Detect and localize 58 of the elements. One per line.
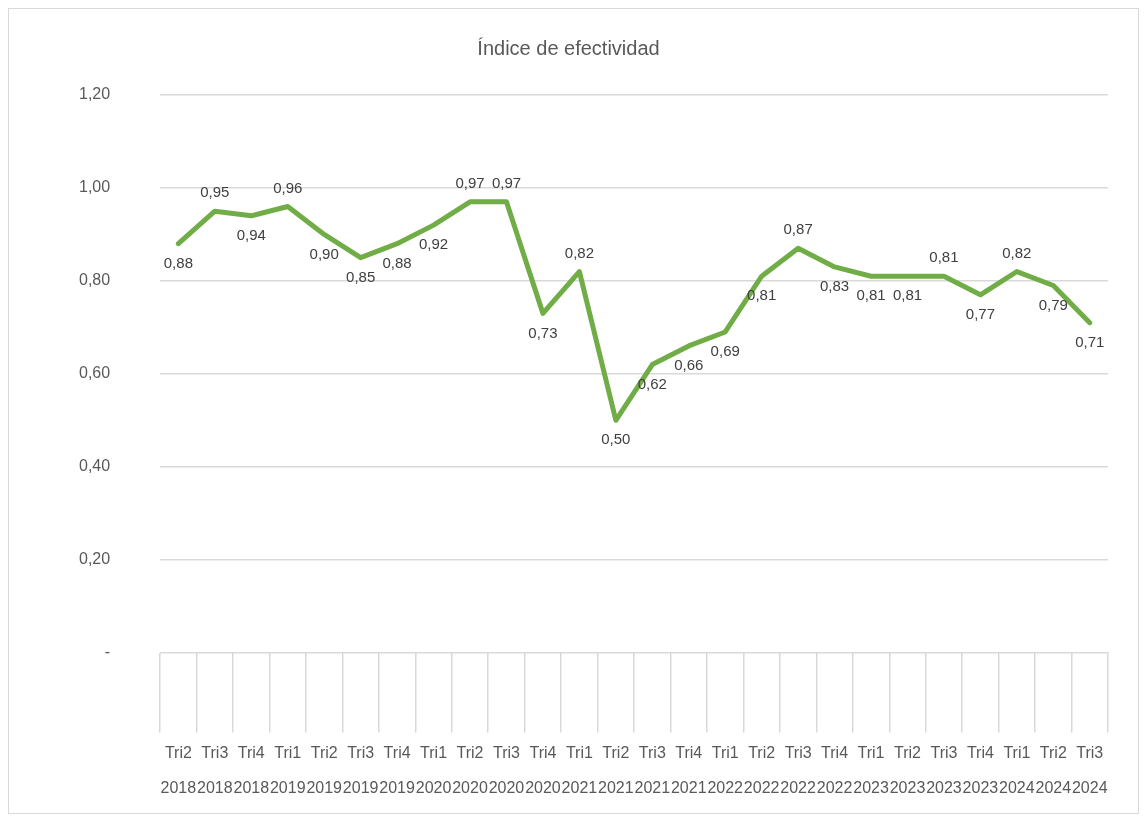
x-tick-label: Tri2 2018 <box>160 743 197 796</box>
data-label: 0,73 <box>528 323 558 341</box>
x-tick-label: Tri1 2020 <box>415 743 452 796</box>
x-tick-label: Tri1 2023 <box>853 743 889 796</box>
data-label: 0,82 <box>1002 243 1032 261</box>
y-tick-label: 0,60 <box>79 364 111 382</box>
data-label: 0,96 <box>273 178 303 196</box>
x-tick-label: Tri4 2020 <box>525 743 561 796</box>
data-label: 0,97 <box>491 174 522 192</box>
y-tick-label: 1,20 <box>79 85 111 103</box>
x-tick-label: Tri2 2019 <box>306 743 343 796</box>
y-tick-label: - <box>104 643 111 661</box>
x-tick-label: Tri2 2023 <box>889 743 926 796</box>
x-tick-label: Tri1 2024 <box>999 743 1035 796</box>
x-tick-label: Tri1 2022 <box>707 743 744 796</box>
y-tick-label: 0,40 <box>79 457 111 475</box>
data-label: 0,90 <box>309 244 339 262</box>
x-tick-label: Tri3 2020 <box>488 743 525 796</box>
data-label: 0,50 <box>601 430 631 448</box>
data-label: 0,97 <box>455 174 485 192</box>
x-tick-label: Tri4 2023 <box>962 743 999 796</box>
data-label: 0,94 <box>236 225 266 243</box>
data-label: 0,71 <box>1075 332 1105 350</box>
x-tick-label: Tri4 2022 <box>816 743 853 796</box>
x-tick-label: Tri3 2024 <box>1071 743 1108 796</box>
x-tick-label: Tri2 2022 <box>743 743 780 796</box>
data-label: 0,83 <box>819 277 850 295</box>
x-tick-label: Tri3 2023 <box>926 743 962 796</box>
data-label: 0,81 <box>929 248 959 266</box>
x-tick-label: Tri2 2024 <box>1035 743 1072 796</box>
x-tick-label: Tri2 2020 <box>452 743 488 796</box>
data-label: 0,85 <box>346 267 376 285</box>
x-tick-label: Tri3 2018 <box>197 743 233 796</box>
data-label: 0,69 <box>710 342 740 360</box>
y-tick-label: 0,20 <box>79 550 111 568</box>
chart-title: Índice de efectividad <box>477 36 660 59</box>
x-tick-label: Tri4 2021 <box>670 743 707 796</box>
data-label: 0,82 <box>564 243 594 261</box>
x-tick-label: Tri4 2018 <box>233 743 270 796</box>
x-tick-label: Tri4 2019 <box>379 743 415 796</box>
x-tick-label: Tri3 2021 <box>634 743 671 796</box>
x-tick-label: Tri2 2021 <box>598 743 634 796</box>
x-tick-label: Tri1 2019 <box>269 743 306 796</box>
x-tick-label: Tri3 2019 <box>342 743 379 796</box>
x-tick-label: Tri1 2021 <box>561 743 598 796</box>
y-tick-label: 0,80 <box>79 271 111 289</box>
y-tick-label: 1,00 <box>79 178 111 196</box>
data-label: 0,81 <box>856 286 886 304</box>
data-label: 0,88 <box>382 253 412 271</box>
data-label: 0,87 <box>783 220 813 238</box>
data-label: 0,88 <box>163 253 193 271</box>
data-label: 0,95 <box>200 183 230 201</box>
data-label: 0,66 <box>674 356 704 374</box>
x-tick-label: Tri3 2022 <box>780 743 817 796</box>
data-label: 0,77 <box>965 304 996 322</box>
data-label: 0,81 <box>892 286 923 304</box>
data-label: 0,79 <box>1038 295 1068 313</box>
data-label: 0,92 <box>418 235 449 253</box>
